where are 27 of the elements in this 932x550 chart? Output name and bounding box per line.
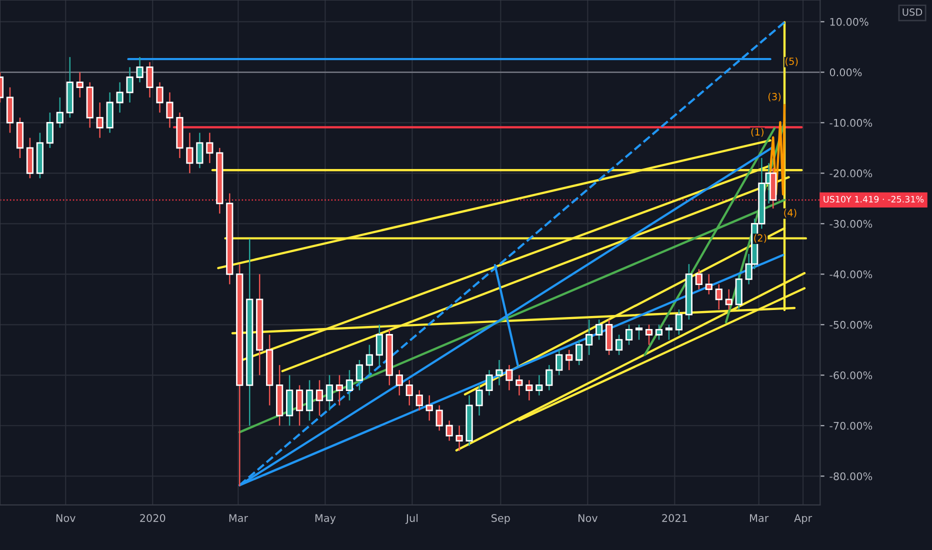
annotation: (5) xyxy=(786,57,798,66)
annotation: (3) xyxy=(768,92,781,102)
y-tick-label: -60.00% xyxy=(830,371,872,380)
x-tick-label: May xyxy=(315,514,336,524)
y-tick-label: -40.00% xyxy=(830,270,872,278)
x-tick-label: Jul xyxy=(405,514,418,524)
x-tick-label: Mar xyxy=(229,514,248,522)
x-tick-label: Apr xyxy=(794,514,812,524)
y-tick-label: -10.00% xyxy=(830,118,872,127)
annotation: (4) xyxy=(784,208,796,218)
x-tick-label: 2020 xyxy=(140,514,166,522)
y-tick-label: -70.00% xyxy=(830,422,872,430)
y-tick-label: 10.00% xyxy=(830,18,868,26)
y-tick-label: 0.00% xyxy=(830,68,862,76)
annotation: (2) xyxy=(754,234,766,243)
x-tick-label: Sep xyxy=(492,514,510,524)
x-tick-label: 2021 xyxy=(662,514,687,522)
y-tick-label: -50.00% xyxy=(830,320,872,329)
ref-line-label: US10Y 1.419 · -25.31% xyxy=(824,196,924,203)
x-tick-label: Nov xyxy=(578,514,598,522)
text: USD xyxy=(902,8,922,16)
y-tick-label: -30.00% xyxy=(830,220,872,228)
y-tick-label: -20.00% xyxy=(830,169,872,178)
y-tick-label: -80.00% xyxy=(830,472,872,480)
x-tick-label: Mar xyxy=(750,514,769,522)
x-tick-label: Nov xyxy=(56,514,76,522)
annotation: (1) xyxy=(751,128,764,137)
